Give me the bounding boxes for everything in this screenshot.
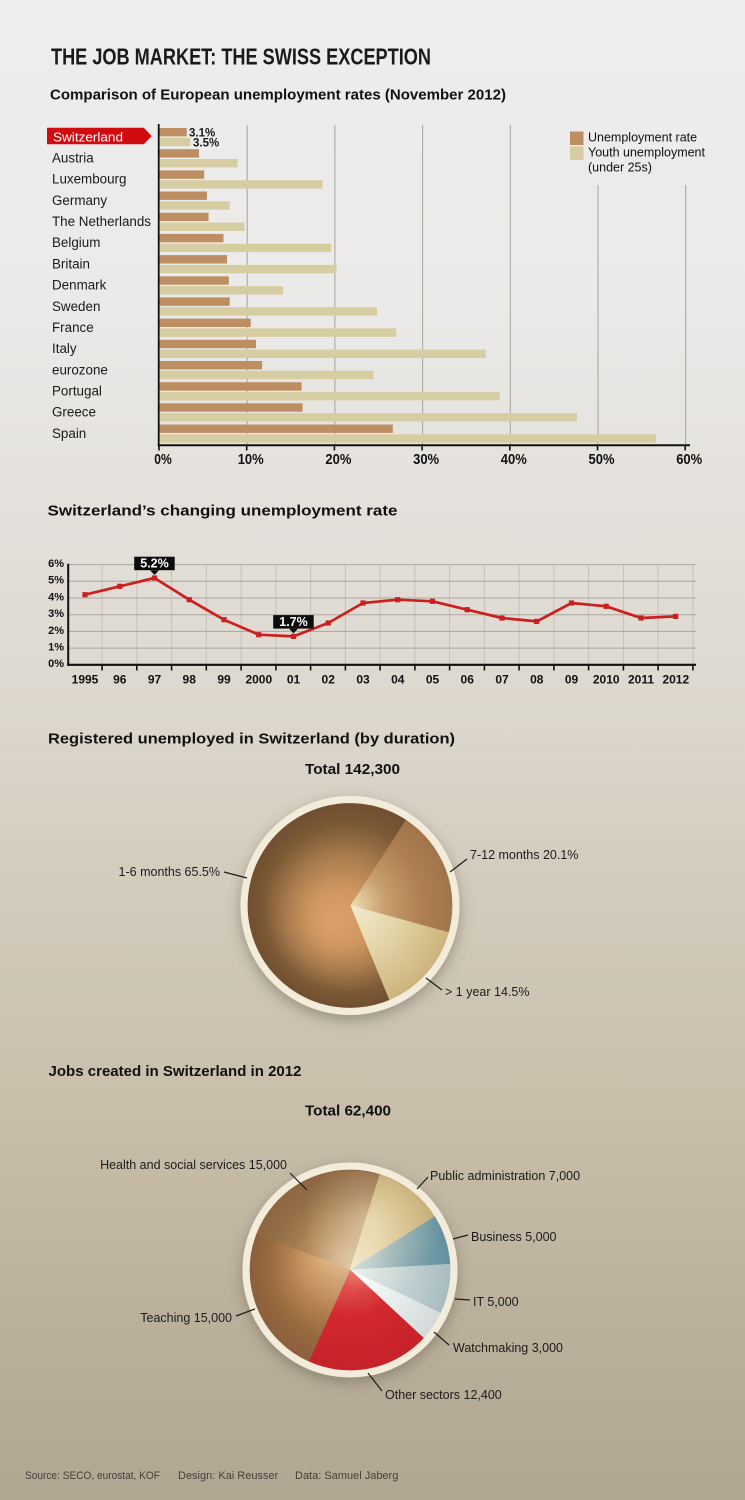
svg-text:France: France [52, 320, 94, 335]
svg-text:Total 142,300: Total 142,300 [305, 761, 400, 778]
svg-text:98: 98 [183, 673, 197, 687]
svg-text:Belgium: Belgium [52, 235, 100, 250]
svg-text:Source: SECO, eurostat, KOF: Source: SECO, eurostat, KOF [25, 1470, 160, 1482]
svg-text:2010: 2010 [593, 673, 620, 687]
svg-text:97: 97 [148, 673, 162, 687]
svg-text:0%: 0% [48, 658, 64, 670]
svg-text:07: 07 [495, 673, 509, 687]
svg-text:02: 02 [322, 673, 336, 687]
svg-text:5%: 5% [48, 575, 64, 587]
svg-text:Britain: Britain [52, 256, 90, 271]
svg-text:01: 01 [287, 673, 301, 687]
svg-text:Switzerland’s changing unemplo: Switzerland’s changing unemployment rate [48, 503, 398, 520]
svg-text:50%: 50% [589, 451, 615, 468]
svg-text:Sweden: Sweden [52, 299, 100, 314]
svg-text:Italy: Italy [52, 341, 77, 356]
svg-text:60%: 60% [676, 451, 702, 468]
svg-text:04: 04 [391, 673, 405, 687]
svg-text:1.7%: 1.7% [279, 615, 308, 629]
svg-text:> 1 year 14.5%: > 1 year 14.5% [445, 985, 529, 999]
svg-text:IT 5,000: IT 5,000 [473, 1295, 519, 1309]
svg-text:99: 99 [217, 673, 231, 687]
svg-text:7-12 months 20.1%: 7-12 months 20.1% [470, 848, 578, 862]
svg-text:03: 03 [356, 673, 370, 687]
svg-text:Germany: Germany [52, 193, 107, 208]
svg-text:Austria: Austria [52, 151, 94, 166]
svg-text:Jobs created in Switzerland in: Jobs created in Switzerland in 2012 [49, 1063, 302, 1080]
svg-text:1%: 1% [48, 642, 64, 654]
svg-text:Design: Kai Reusser: Design: Kai Reusser [178, 1470, 279, 1482]
svg-text:3.5%: 3.5% [193, 138, 219, 150]
svg-text:Spain: Spain [52, 426, 86, 441]
svg-text:Denmark: Denmark [52, 278, 107, 293]
svg-text:Comparison of European unemplo: Comparison of European unemployment rate… [50, 88, 506, 104]
svg-text:eurozone: eurozone [52, 362, 108, 377]
svg-text:5.2%: 5.2% [140, 557, 169, 571]
svg-text:Business 5,000: Business 5,000 [471, 1230, 557, 1244]
svg-text:3.1%: 3.1% [189, 128, 215, 140]
svg-text:2012: 2012 [662, 673, 689, 687]
svg-text:2%: 2% [48, 625, 64, 637]
svg-text:Teaching 15,000: Teaching 15,000 [140, 1311, 232, 1325]
svg-text:96: 96 [113, 673, 127, 687]
svg-text:Switzerland: Switzerland [53, 129, 123, 144]
svg-text:09: 09 [565, 673, 579, 687]
svg-text:4%: 4% [48, 591, 64, 603]
svg-text:3%: 3% [48, 608, 64, 620]
svg-text:08: 08 [530, 673, 544, 687]
svg-text:0%: 0% [154, 451, 172, 468]
svg-text:1995: 1995 [72, 673, 99, 687]
svg-text:2011: 2011 [628, 673, 654, 687]
svg-text:THE JOB MARKET: THE SWISS EXCE: THE JOB MARKET: THE SWISS EXCEPTION [51, 44, 431, 70]
svg-text:Luxembourg: Luxembourg [52, 172, 126, 187]
svg-text:30%: 30% [413, 451, 439, 468]
svg-text:The Netherlands: The Netherlands [52, 214, 151, 229]
svg-text:40%: 40% [501, 451, 527, 468]
svg-text:Greece: Greece [52, 405, 96, 420]
svg-text:Public administration 7,000: Public administration 7,000 [430, 1169, 580, 1183]
svg-text:Data: Samuel Jaberg: Data: Samuel Jaberg [295, 1470, 398, 1482]
svg-text:Portugal: Portugal [52, 384, 102, 399]
svg-text:1-6 months 65.5%: 1-6 months 65.5% [119, 865, 220, 879]
svg-text:(under 25s): (under 25s) [588, 161, 652, 175]
svg-text:Registered unemployed in Switz: Registered unemployed in Switzerland (by… [48, 731, 455, 748]
svg-text:05: 05 [426, 673, 440, 687]
svg-text:Health and social services 15,: Health and social services 15,000 [100, 1158, 287, 1172]
svg-text:6%: 6% [48, 558, 64, 570]
svg-text:Watchmaking 3,000: Watchmaking 3,000 [453, 1341, 563, 1355]
svg-text:2000: 2000 [245, 673, 272, 687]
svg-text:10%: 10% [238, 451, 264, 468]
svg-text:Total 62,400: Total 62,400 [305, 1103, 391, 1120]
svg-text:Other sectors 12,400: Other sectors 12,400 [385, 1388, 502, 1402]
svg-text:Unemployment rate: Unemployment rate [588, 131, 697, 145]
svg-text:06: 06 [461, 673, 475, 687]
svg-text:20%: 20% [325, 451, 351, 468]
svg-text:Youth unemployment: Youth unemployment [588, 146, 706, 160]
